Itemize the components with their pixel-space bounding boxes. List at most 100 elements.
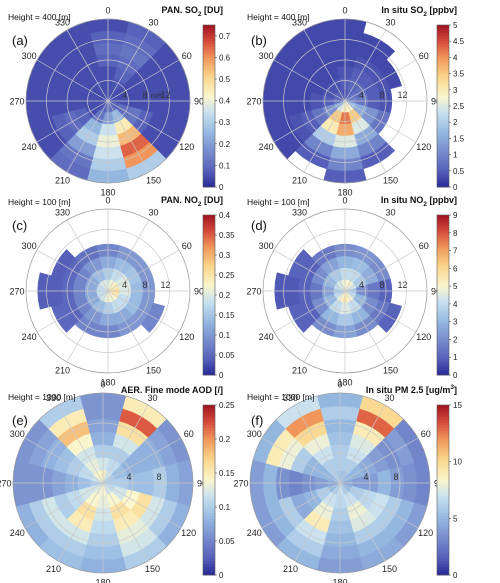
colorbar-swatch — [203, 165, 215, 169]
colorbar-swatch — [437, 501, 449, 505]
colorbar-tick-label: 7 — [453, 247, 458, 256]
colorbar-tick-label: 0.15 — [219, 311, 235, 320]
colorbar-swatch — [437, 255, 449, 259]
colorbar-swatch — [203, 405, 215, 409]
colorbar-swatch — [203, 424, 215, 429]
angle-tick-label: 270 — [9, 287, 24, 297]
colorbar-frame — [436, 404, 450, 576]
colorbar-swatch — [203, 507, 215, 511]
colorbar-swatch — [203, 430, 215, 434]
colorbar-swatch — [203, 343, 215, 347]
colorbar-swatch — [203, 546, 215, 550]
colorbar-swatch — [437, 260, 449, 264]
colorbar-tick-label: 0 — [453, 571, 458, 580]
colorbar-swatch — [203, 289, 215, 293]
colorbar-swatch — [437, 535, 449, 539]
grid-spoke — [36, 59, 109, 102]
colorbar-swatch — [437, 231, 449, 235]
grid-spoke — [261, 482, 341, 529]
grid-spoke — [107, 249, 180, 292]
colorbar-swatch — [437, 263, 449, 267]
angle-tick-label: 120 — [418, 528, 433, 538]
colorbar-tick-label: 1 — [453, 151, 458, 160]
colorbar-swatch — [203, 143, 215, 147]
colorbar-swatch — [437, 546, 449, 550]
angle-tick-label: 120 — [416, 142, 431, 152]
colorbar-title: In situ SO2 [ppbv] — [381, 5, 457, 18]
colorbar-swatch — [437, 165, 449, 169]
colorbar-swatch — [203, 141, 215, 145]
colorbar-swatch — [203, 225, 215, 229]
colorbar-swatch — [437, 518, 449, 522]
colorbar-title-unit: [ppbv] — [427, 5, 457, 15]
colorbar-swatch — [437, 555, 449, 559]
colorbar-tick-label: 5 — [453, 21, 458, 30]
colorbar-tick-label: 9 — [453, 211, 458, 220]
angle-tick-label: 60 — [184, 429, 194, 439]
colorbar-swatch — [437, 303, 449, 307]
colorbar-swatch — [203, 364, 215, 368]
angle-tick-label: 180 — [100, 378, 115, 388]
colorbar-swatch — [203, 138, 215, 142]
angle-tick-label: 0 — [342, 6, 347, 16]
colorbar-swatch — [203, 512, 215, 516]
panel-letter: (d) — [251, 218, 267, 233]
colorbar-swatch — [437, 92, 449, 96]
height-label: Height = 400 [m] — [8, 12, 71, 22]
colorbar-swatch — [437, 305, 449, 309]
colorbar-swatch — [203, 353, 215, 357]
angle-tick-label: 210 — [292, 365, 307, 375]
colorbar-swatch — [203, 444, 215, 448]
colorbar-swatch — [437, 135, 449, 139]
colorbar-title-unit: [ppbv] — [427, 195, 457, 205]
colorbar-swatch — [203, 27, 215, 31]
colorbar-swatch — [437, 413, 449, 417]
colorbar-swatch — [437, 173, 449, 177]
colorbar-swatch — [437, 249, 449, 253]
colorbar-swatch — [203, 241, 215, 245]
colorbar-swatch — [203, 95, 215, 99]
grid-spoke — [294, 404, 341, 484]
colorbar-swatch — [203, 263, 215, 267]
colorbar-swatch — [203, 49, 215, 53]
colorbar-swatch — [437, 353, 449, 357]
grid-spoke — [57, 482, 104, 562]
colorbar-swatch — [437, 281, 449, 285]
colorbar-swatch — [437, 453, 449, 457]
colorbar-swatch — [437, 181, 449, 185]
grid-spoke — [344, 219, 387, 292]
colorbar-title-main: PAN. SO — [162, 5, 198, 15]
colorbar-swatch — [437, 427, 449, 431]
colorbar-swatch — [203, 260, 215, 264]
colorbar-swatch — [437, 236, 449, 240]
grid-spoke — [339, 437, 419, 484]
colorbar-swatch — [437, 103, 449, 107]
angle-tick-label: 210 — [283, 564, 298, 574]
colorbar-swatch — [437, 475, 449, 480]
colorbar-swatch — [203, 490, 215, 494]
angle-tick-label: 0 — [105, 6, 110, 16]
colorbar-swatch — [437, 54, 449, 58]
colorbar-swatch — [203, 217, 215, 221]
colorbar-swatch — [437, 76, 449, 80]
colorbar-swatch — [203, 319, 215, 323]
colorbar-swatch — [437, 284, 449, 288]
angle-tick-label: 240 — [22, 142, 37, 152]
angle-tick-label: 30 — [384, 393, 394, 403]
colorbar-swatch — [203, 292, 215, 296]
radius-tick-label: 8 — [156, 472, 161, 482]
grid-spoke — [36, 100, 109, 143]
colorbar-swatch — [203, 524, 215, 528]
colorbar-title-sub: 2 — [423, 201, 427, 208]
angle-tick-label: 30 — [148, 208, 158, 218]
colorbar: 0 0.1 0.2 0.3 0.4 0.5 0.6 0.7 — [202, 24, 231, 192]
colorbar-swatch — [203, 484, 215, 488]
colorbar-swatch — [437, 154, 449, 158]
colorbar-swatch — [203, 329, 215, 333]
colorbar-swatch — [203, 108, 215, 112]
colorbar-title-sub: 2 — [198, 11, 202, 18]
colorbar-swatch — [203, 114, 215, 118]
angle-tick-label: 240 — [10, 528, 25, 538]
colorbar-swatch — [437, 422, 449, 426]
colorbar-swatch — [203, 268, 215, 272]
